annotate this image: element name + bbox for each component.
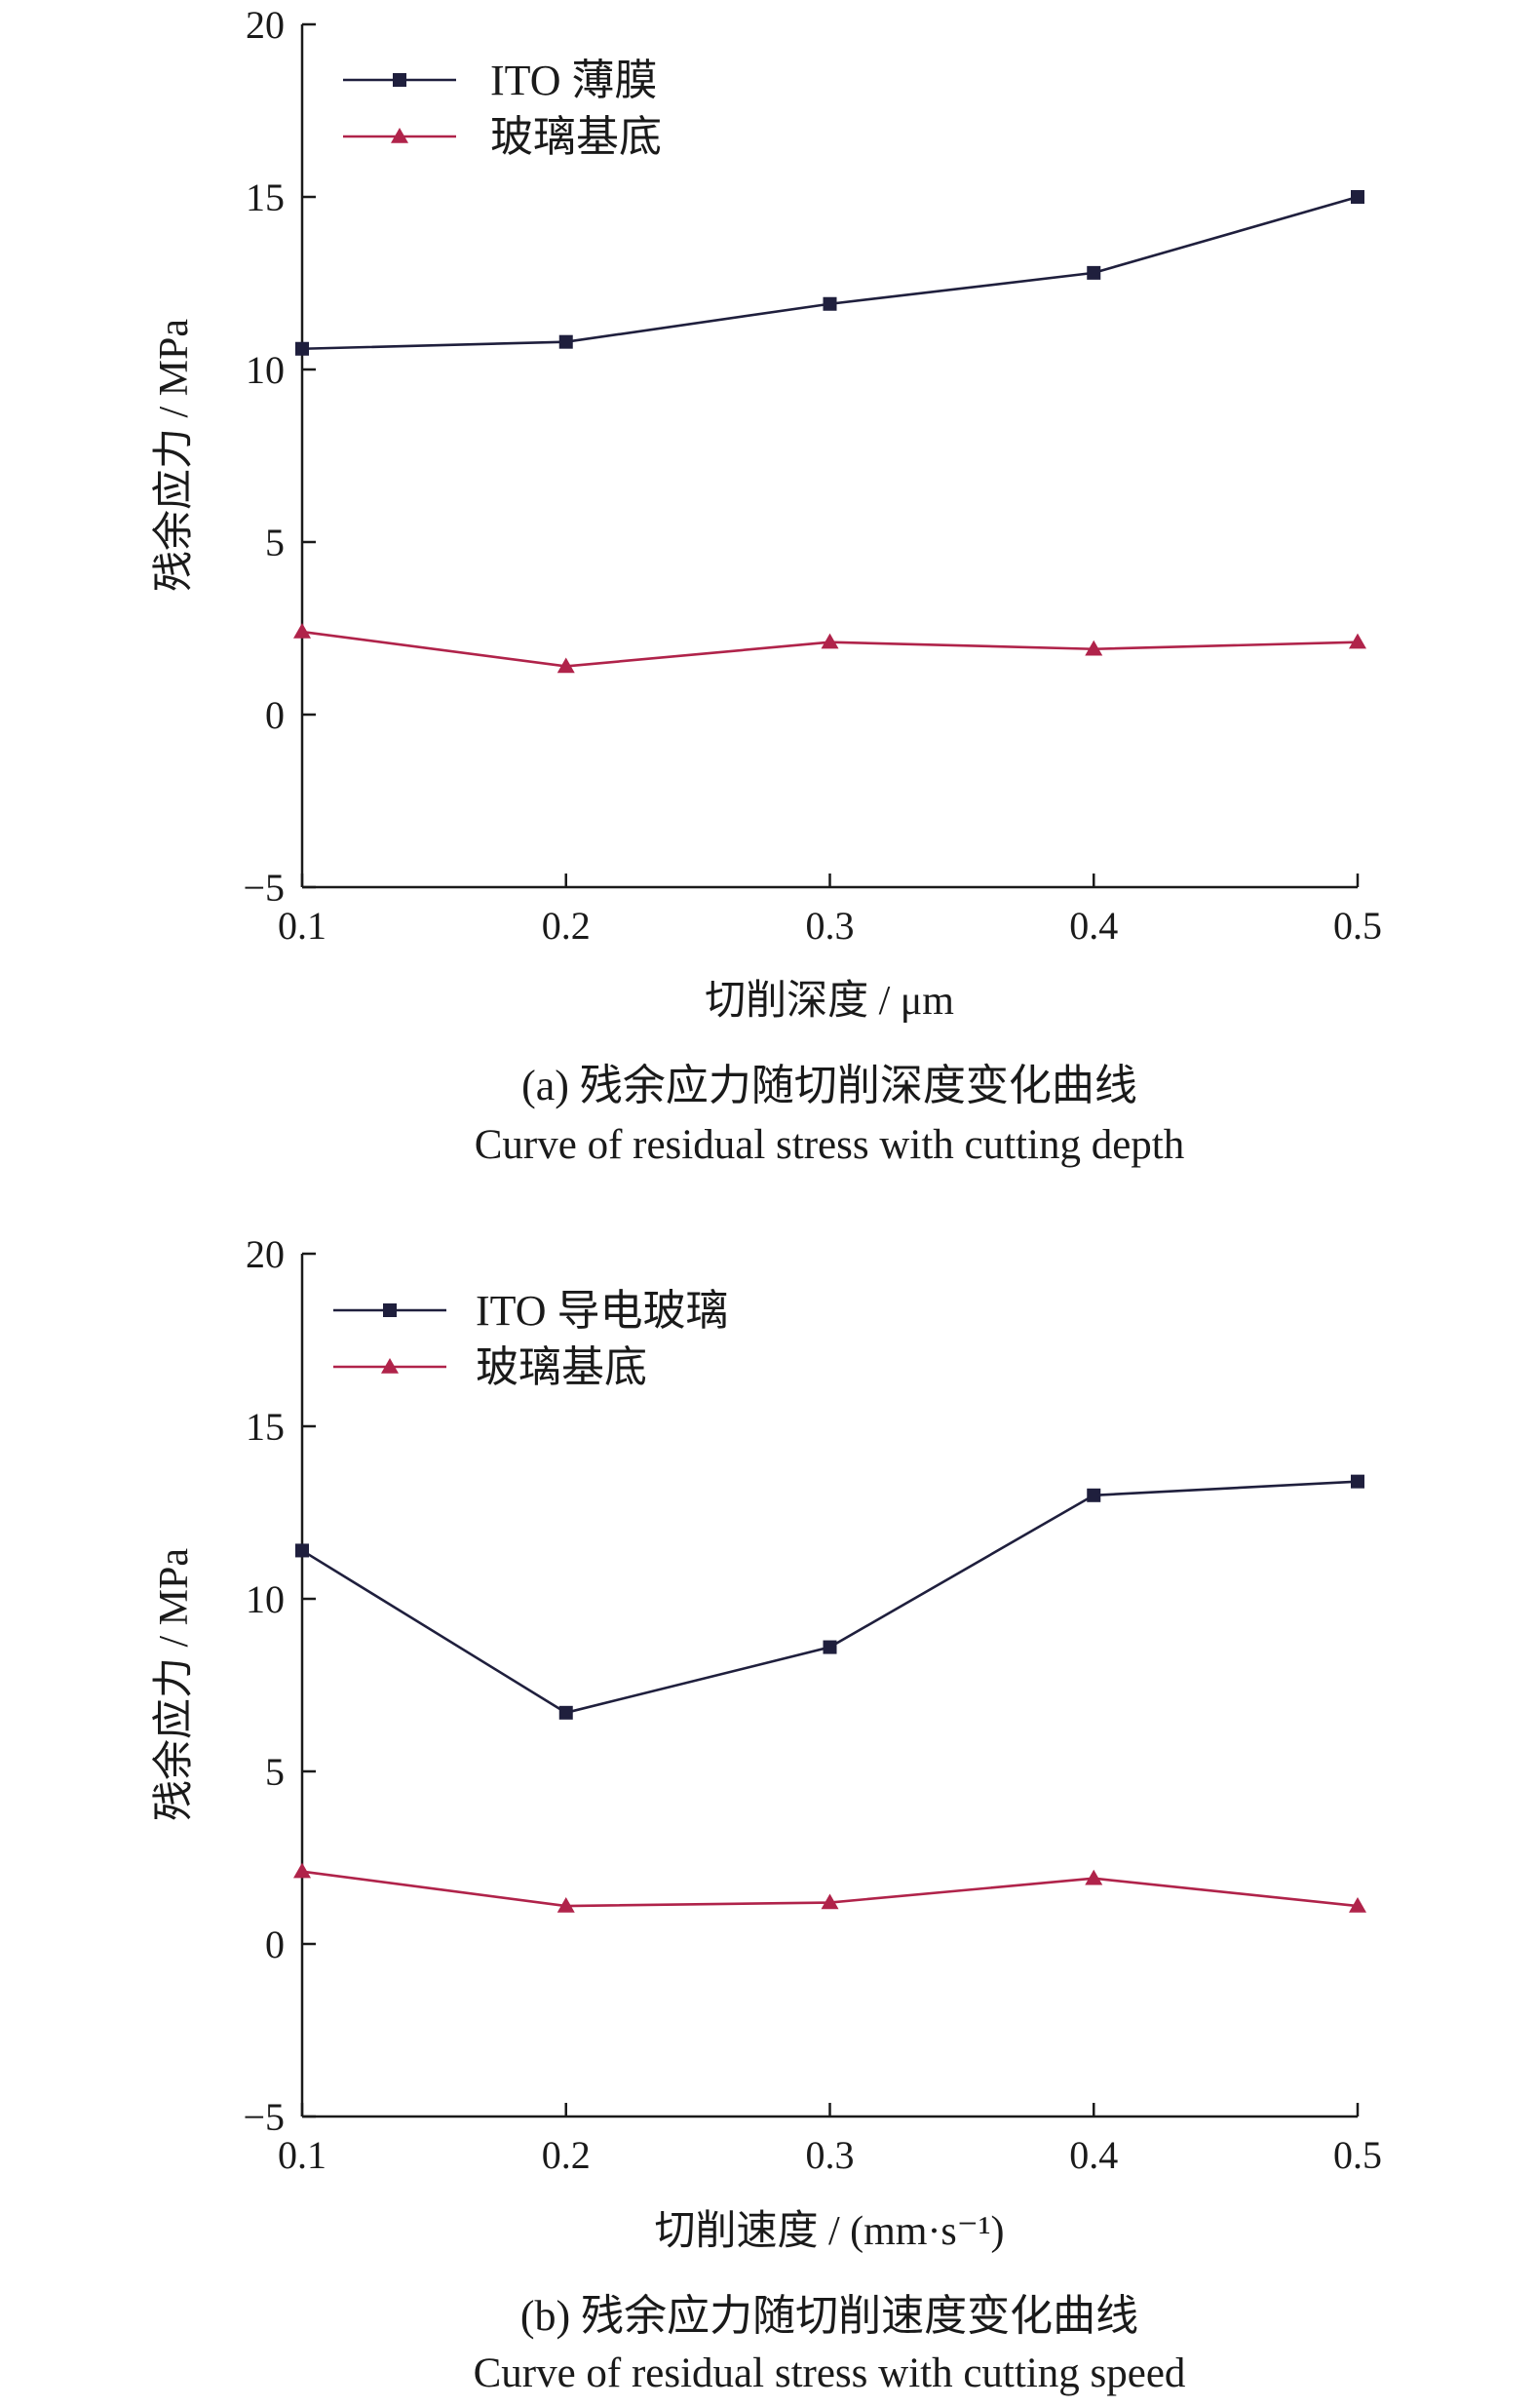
x-tick-label: 0.2	[542, 904, 591, 948]
y-tick-label: 5	[265, 1750, 285, 1794]
y-tick-label: 0	[265, 1923, 285, 1966]
y-tick-label: 10	[246, 348, 285, 392]
x-tick-label: 0.1	[278, 904, 326, 948]
data-point-1	[823, 296, 837, 311]
series-line-1	[301, 195, 1359, 351]
data-point-2	[821, 1893, 839, 1910]
data-point-2	[556, 657, 575, 674]
x-tick-label: 0.5	[1333, 2133, 1382, 2177]
legend-marker	[393, 73, 406, 87]
x-tick-label: 0.4	[1069, 2133, 1118, 2177]
x-axis-title: 切削深度 / μm	[705, 979, 954, 1024]
data-point-2	[293, 623, 311, 639]
legend-label: ITO 薄膜	[490, 57, 658, 104]
x-axis-title: 切削速度 / (mm·s⁻¹)	[654, 2209, 1004, 2254]
data-point-2	[1349, 1897, 1366, 1913]
y-tick-label: −5	[243, 866, 285, 910]
data-point-1	[558, 334, 573, 349]
y-axis-title: 残余应力 / MPa	[151, 1548, 197, 1821]
y-tick-label: 10	[246, 1577, 285, 1621]
legend-marker	[381, 1358, 399, 1374]
data-point-1	[558, 1705, 573, 1720]
data-point-1	[1351, 190, 1364, 204]
data-point-1	[1087, 265, 1101, 280]
y-tick-label: 15	[246, 1405, 285, 1449]
data-point-2	[556, 1897, 575, 1913]
y-tick-label: 5	[265, 521, 285, 564]
x-tick-group: 0.1 0.2 0.3 0.4 0.5	[278, 874, 1382, 948]
legend-marker	[383, 1303, 397, 1317]
data-point-1	[823, 1640, 837, 1654]
x-tick-label: 0.3	[806, 2133, 855, 2177]
legend-label: 玻璃基底	[476, 1343, 647, 1391]
y-tick-label: 20	[246, 3, 285, 47]
caption-cn: (a) 残余应力随切削深度变化曲线	[521, 1062, 1137, 1109]
y-tick-group: −5 0 5 10 15 20	[243, 1232, 316, 2139]
series-layer	[293, 1474, 1366, 1913]
y-tick-label: −5	[243, 2095, 285, 2139]
caption-en: Curve of residual stress with cutting sp…	[474, 2350, 1186, 2396]
data-point-2	[1085, 640, 1103, 656]
caption-cn: (b) 残余应力随切削速度变化曲线	[520, 2292, 1138, 2340]
y-tick-label: 20	[246, 1232, 285, 1276]
y-tick-label: 15	[246, 175, 285, 219]
y-tick-group: −5 0 5 10 15 20	[243, 3, 316, 910]
x-tick-label: 0.5	[1333, 904, 1382, 948]
x-tick-label: 0.1	[278, 2133, 326, 2177]
series-layer	[293, 190, 1366, 674]
x-tick-group: 0.1 0.2 0.3 0.4 0.5	[278, 2103, 1382, 2177]
data-point-1	[1087, 1488, 1101, 1502]
data-point-2	[293, 1862, 311, 1879]
data-point-2	[1085, 1869, 1103, 1885]
x-tick-label: 0.4	[1069, 904, 1118, 948]
legend-label: 玻璃基底	[490, 113, 662, 161]
legend-label: ITO 导电玻璃	[476, 1287, 729, 1335]
y-tick-label: 0	[265, 693, 285, 737]
y-axis-title: 残余应力 / MPa	[151, 319, 197, 592]
data-point-1	[295, 341, 309, 356]
x-tick-label: 0.3	[806, 904, 855, 948]
x-tick-label: 0.2	[542, 2133, 591, 2177]
series-line-1	[301, 1480, 1359, 1715]
data-point-1	[295, 1543, 309, 1558]
data-point-2	[821, 633, 839, 649]
data-point-2	[1349, 633, 1366, 649]
data-point-1	[1351, 1474, 1364, 1489]
caption-en: Curve of residual stress with cutting de…	[475, 1122, 1184, 1168]
legend-marker	[391, 128, 408, 143]
